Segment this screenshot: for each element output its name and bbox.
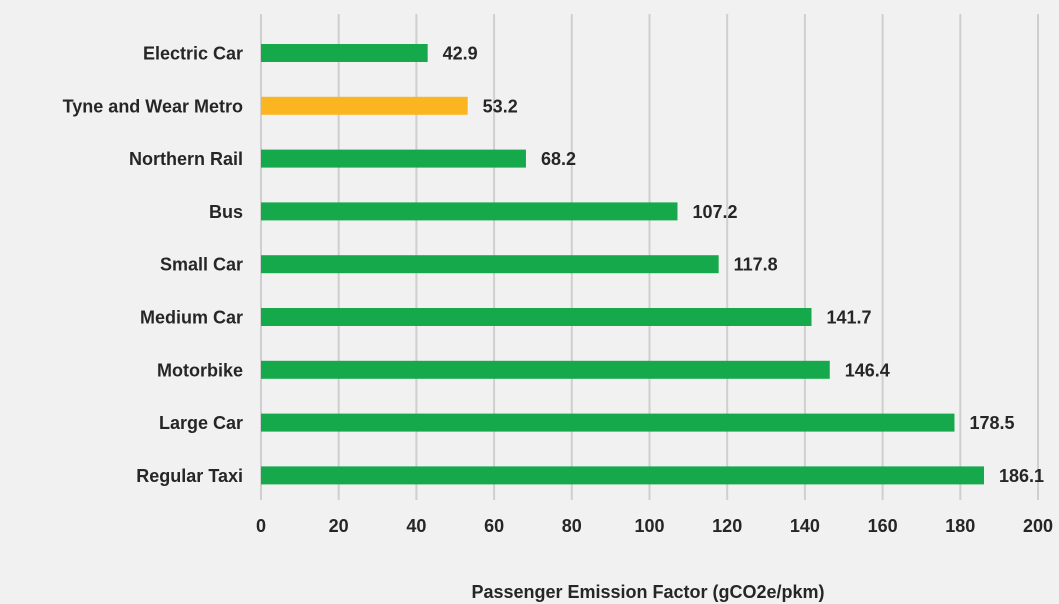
bars [261, 44, 984, 485]
bar [261, 149, 526, 168]
x-tick-label: 20 [329, 516, 349, 536]
category-label: Northern Rail [129, 149, 243, 169]
bar-value-label: 107.2 [692, 202, 737, 222]
x-tick-label: 0 [256, 516, 266, 536]
bar-value-label: 186.1 [999, 466, 1044, 486]
bar [261, 202, 678, 221]
category-label: Electric Car [143, 44, 243, 64]
category-label: Bus [209, 202, 243, 222]
category-label: Motorbike [157, 360, 243, 380]
x-tick-label: 160 [868, 516, 898, 536]
x-tick-label: 140 [790, 516, 820, 536]
bar [261, 255, 719, 274]
bar-value-label: 117.8 [734, 255, 778, 275]
x-tick-label: 200 [1023, 516, 1053, 536]
category-label: Medium Car [140, 308, 243, 328]
category-label: Large Car [159, 413, 243, 433]
x-tick-labels: 0 20 40 60 80 100 120 140 160 180 200 [256, 516, 1053, 536]
bar-value-label: 68.2 [541, 149, 576, 169]
x-tick-label: 80 [562, 516, 582, 536]
x-axis-title: Passenger Emission Factor (gCO2e/pkm) [471, 582, 824, 602]
bar-value-label: 141.7 [827, 308, 872, 328]
bar [261, 308, 812, 326]
bar [261, 44, 428, 62]
bar [261, 360, 830, 379]
x-tick-label: 120 [712, 516, 742, 536]
bar-value-label: 42.9 [443, 44, 478, 64]
category-label: Regular Taxi [136, 466, 243, 486]
value-labels: 42.9 53.2 68.2 107.2 117.8 141.7 146.4 178.5 186… [443, 44, 1044, 486]
category-label: Small Car [160, 255, 243, 275]
x-tick-label: 60 [484, 516, 504, 536]
bar [261, 96, 468, 115]
bar-value-label: 146.4 [845, 360, 890, 380]
x-tick-label: 180 [945, 516, 975, 536]
bar-value-label: 178.5 [969, 413, 1014, 433]
bar-value-label: 53.2 [483, 96, 518, 116]
bar [261, 466, 984, 485]
category-label: Tyne and Wear Metro [63, 96, 243, 116]
category-labels: Electric Car Tyne and Wear Metro Northern … [63, 44, 243, 486]
x-tick-label: 40 [406, 516, 426, 536]
bar [261, 413, 955, 432]
x-tick-label: 100 [634, 516, 664, 536]
